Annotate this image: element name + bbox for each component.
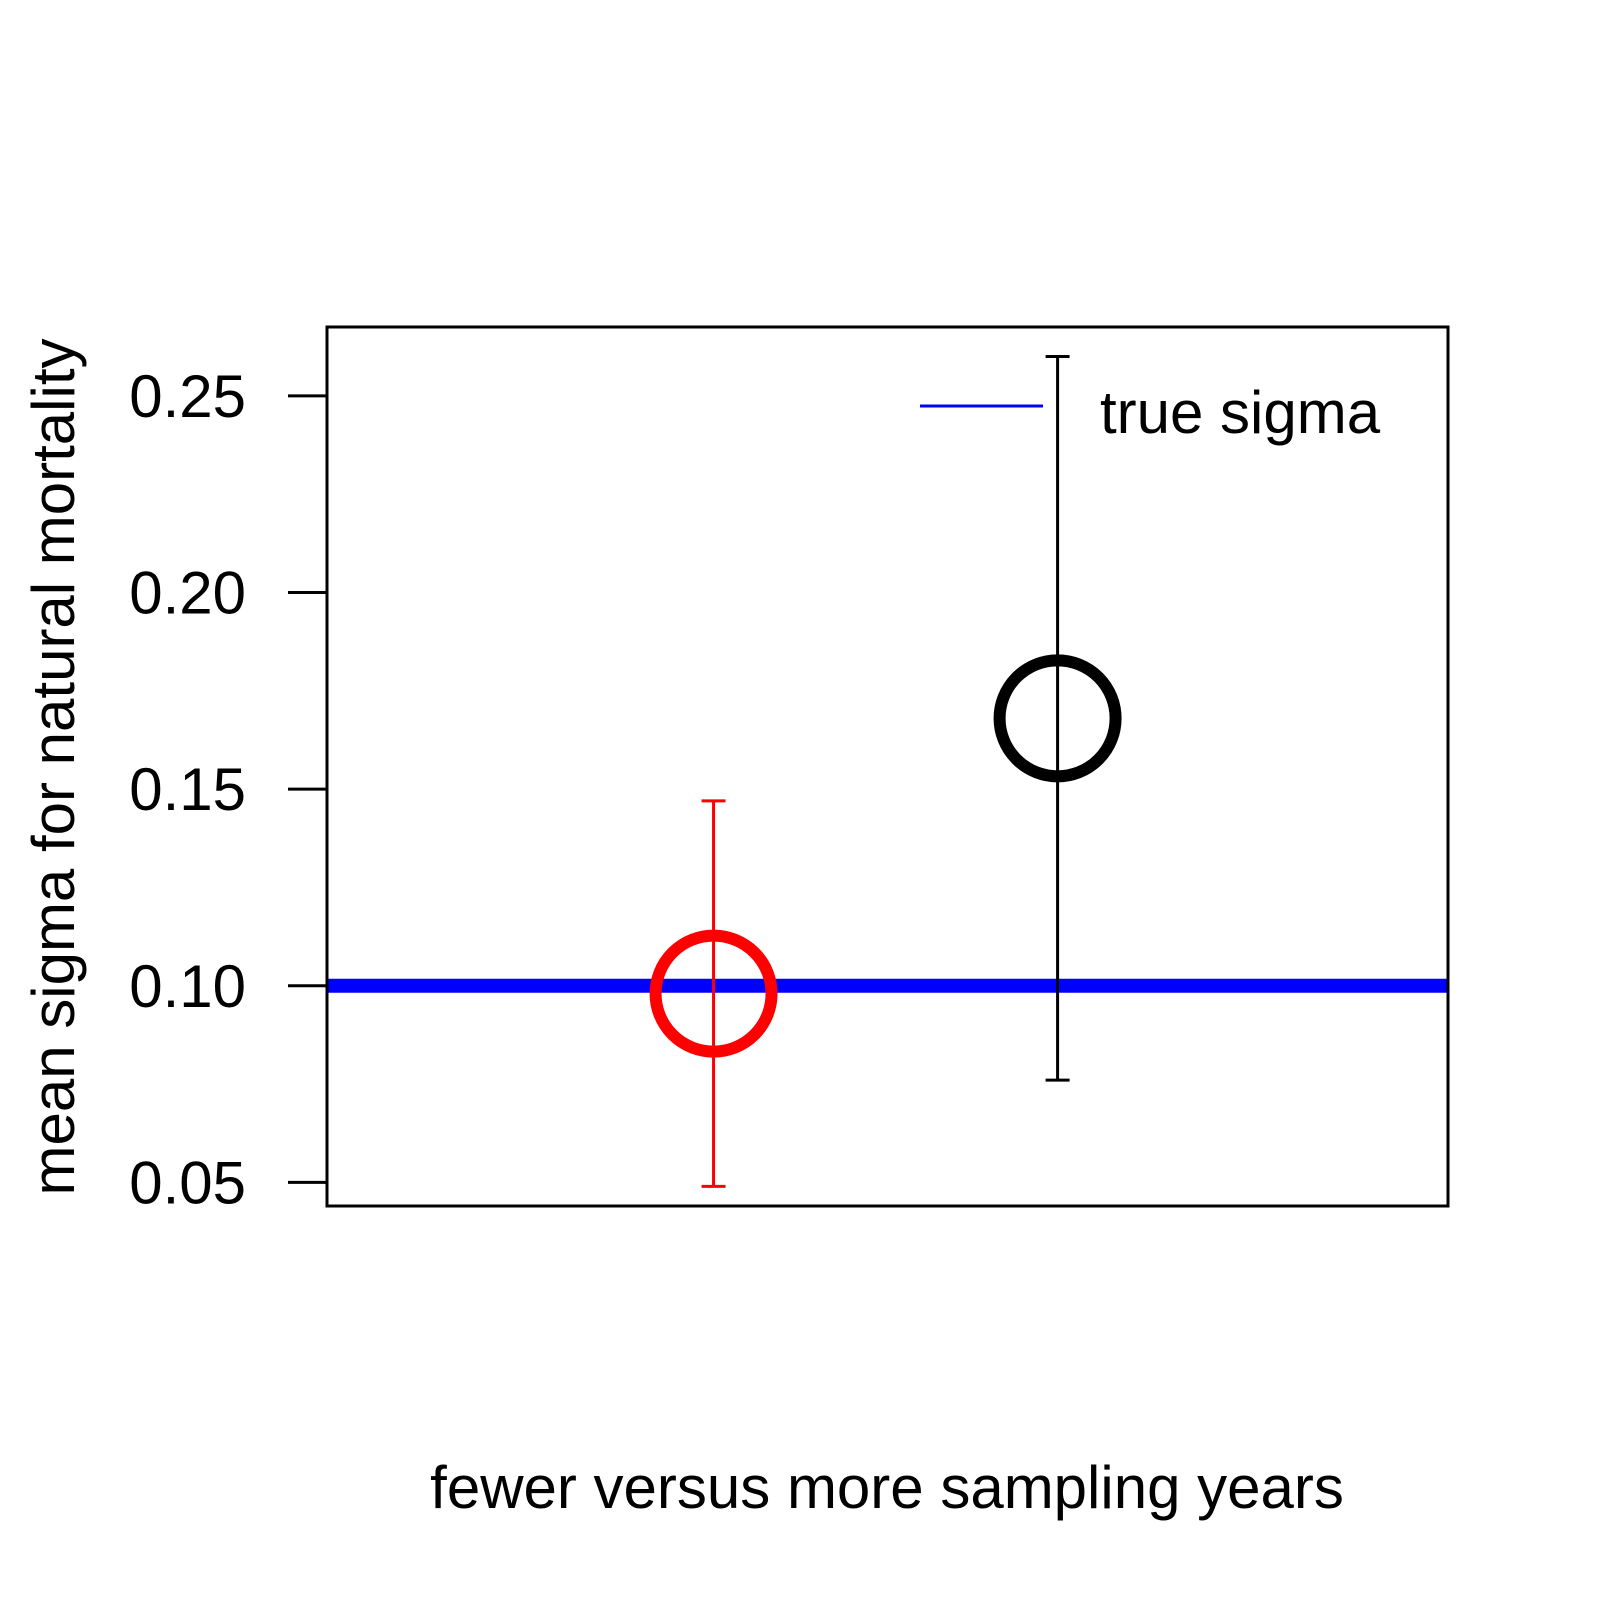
y-tick-label: 0.10 xyxy=(129,953,246,1020)
legend: true sigma xyxy=(920,379,1381,446)
y-tick-label: 0.20 xyxy=(129,559,246,626)
legend-label: true sigma xyxy=(1100,379,1381,446)
data-point xyxy=(649,929,778,1058)
y-tick-label: 0.15 xyxy=(129,756,246,823)
errorbar-layer xyxy=(701,354,1070,1188)
y-axis-label: mean sigma for natural mortality xyxy=(20,339,87,1196)
y-axis: 0.05 0.10 0.15 0.20 0.25 xyxy=(129,363,327,1216)
data-point xyxy=(993,654,1122,783)
x-axis-label: fewer versus more sampling years xyxy=(430,1454,1344,1521)
y-tick-label: 0.25 xyxy=(129,363,246,430)
y-tick-label: 0.05 xyxy=(129,1149,246,1216)
point-layer xyxy=(649,654,1122,1058)
plot-frame xyxy=(325,325,1450,1208)
